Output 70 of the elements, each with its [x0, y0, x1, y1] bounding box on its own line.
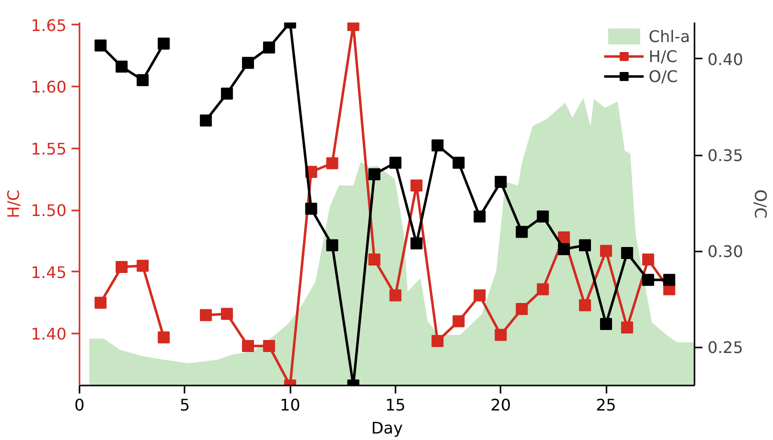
point	[558, 243, 570, 256]
point	[621, 246, 634, 259]
point	[494, 176, 507, 188]
y2-tick-label: 0.40	[708, 50, 744, 69]
x-tick-label: 0	[74, 396, 85, 414]
point	[368, 254, 380, 266]
point	[642, 274, 654, 286]
point	[410, 237, 422, 250]
x-axis-title: Day	[371, 418, 403, 438]
point	[200, 114, 212, 126]
y2-axis-title: O/C	[751, 189, 770, 219]
x-tick-label: 15	[385, 396, 406, 414]
point	[263, 41, 276, 54]
point	[432, 139, 444, 152]
point	[578, 239, 591, 252]
point	[389, 289, 402, 302]
point	[600, 244, 612, 257]
y-tick-label: 1.55	[30, 139, 66, 158]
point	[410, 179, 422, 192]
point	[220, 88, 233, 100]
point	[432, 335, 444, 348]
point	[94, 40, 107, 52]
point	[452, 156, 465, 169]
point	[494, 328, 507, 341]
point	[158, 331, 170, 344]
point	[242, 340, 254, 352]
x-tick-label: 10	[280, 396, 300, 414]
point	[158, 38, 170, 50]
y-axis-title: H/C	[4, 190, 23, 218]
point	[220, 308, 233, 320]
y2-tick-label: 0.30	[708, 242, 744, 262]
point	[136, 260, 149, 272]
point	[663, 274, 676, 286]
point	[474, 210, 486, 222]
point	[516, 302, 528, 315]
legend-label: H/C	[648, 46, 678, 66]
y-tick-label: 1.45	[30, 262, 66, 282]
point	[558, 231, 570, 244]
point	[536, 210, 549, 222]
point	[94, 296, 107, 309]
point	[326, 157, 338, 170]
x-tick-label: 25	[596, 396, 616, 414]
point	[621, 321, 634, 334]
point	[136, 74, 149, 86]
point	[474, 289, 486, 302]
point	[116, 60, 128, 73]
y-tick-label: 1.60	[30, 78, 66, 97]
point	[578, 299, 591, 312]
x-tick-label: 5	[180, 396, 190, 414]
point	[389, 156, 402, 169]
legend-label: O/C	[648, 66, 678, 86]
y-tick-label: 1.50	[30, 201, 66, 220]
point	[326, 239, 338, 252]
x-tick-label: 20	[490, 396, 511, 414]
point	[452, 315, 465, 328]
point	[368, 168, 380, 180]
y-tick-label: 1.40	[30, 324, 66, 344]
point	[642, 254, 654, 266]
point	[242, 56, 254, 69]
point	[305, 202, 318, 215]
point	[516, 226, 528, 238]
point	[263, 340, 276, 352]
point	[536, 283, 549, 296]
y2-tick-label: 0.35	[708, 146, 744, 166]
point	[116, 260, 128, 273]
legend-label: Chl-a	[648, 26, 690, 46]
y-tick-label: 1.65	[30, 16, 66, 35]
point	[600, 318, 612, 330]
point	[200, 309, 212, 322]
y2-tick-label: 0.25	[708, 338, 744, 358]
